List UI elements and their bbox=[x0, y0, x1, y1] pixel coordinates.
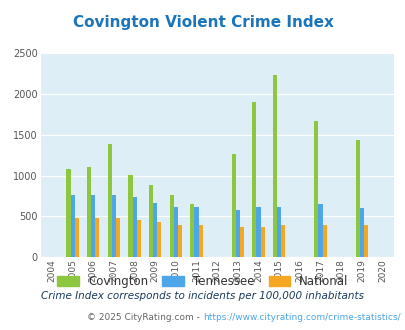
Text: Covington Violent Crime Index: Covington Violent Crime Index bbox=[72, 15, 333, 30]
Text: © 2025 CityRating.com -: © 2025 CityRating.com - bbox=[87, 313, 202, 322]
Bar bbox=[359, 208, 363, 257]
Bar bbox=[277, 207, 281, 257]
Bar bbox=[75, 218, 79, 257]
Bar bbox=[177, 225, 182, 257]
Legend: Covington, Tennessee, National: Covington, Tennessee, National bbox=[53, 272, 352, 292]
Bar bbox=[194, 207, 198, 257]
Bar bbox=[112, 195, 116, 257]
Bar bbox=[313, 121, 318, 257]
Text: https://www.cityrating.com/crime-statistics/: https://www.cityrating.com/crime-statist… bbox=[202, 313, 400, 322]
Bar bbox=[355, 140, 359, 257]
Bar bbox=[153, 203, 157, 257]
Bar bbox=[256, 207, 260, 257]
Bar bbox=[235, 210, 239, 257]
Bar bbox=[173, 208, 177, 257]
Bar bbox=[318, 204, 322, 257]
Bar bbox=[87, 167, 91, 257]
Bar bbox=[252, 102, 256, 257]
Bar bbox=[272, 75, 277, 257]
Bar bbox=[128, 175, 132, 257]
Bar bbox=[190, 204, 194, 257]
Bar bbox=[231, 154, 235, 257]
Bar bbox=[136, 220, 141, 257]
Text: Crime Index corresponds to incidents per 100,000 inhabitants: Crime Index corresponds to incidents per… bbox=[41, 291, 364, 301]
Bar bbox=[149, 184, 153, 257]
Bar bbox=[132, 197, 136, 257]
Bar bbox=[66, 169, 70, 257]
Bar bbox=[281, 225, 285, 257]
Bar bbox=[157, 222, 161, 257]
Bar bbox=[70, 195, 75, 257]
Bar bbox=[363, 225, 367, 257]
Bar bbox=[169, 195, 173, 257]
Bar bbox=[91, 195, 95, 257]
Bar bbox=[198, 225, 202, 257]
Bar bbox=[239, 227, 243, 257]
Bar bbox=[322, 225, 326, 257]
Bar bbox=[95, 218, 99, 257]
Bar bbox=[260, 227, 264, 257]
Bar bbox=[107, 145, 112, 257]
Bar bbox=[116, 218, 120, 257]
